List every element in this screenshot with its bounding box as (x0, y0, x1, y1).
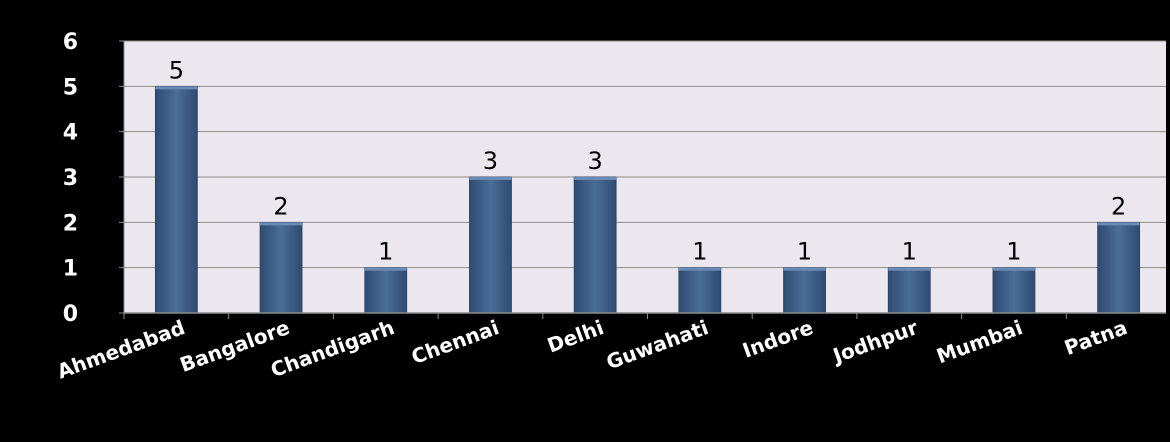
y-tick-label: 3 (63, 166, 78, 191)
bar (469, 176, 512, 314)
y-tick-label: 2 (63, 211, 78, 236)
bar-top-highlight (469, 177, 512, 180)
bar (573, 176, 617, 314)
bar (154, 85, 198, 314)
bar-top-highlight (783, 267, 826, 271)
bar-top-highlight (1097, 222, 1140, 226)
y-tick-label: 1 (63, 257, 78, 282)
data-label: 1 (902, 238, 917, 266)
x-category-label: Guwahati (603, 315, 712, 374)
bar-top-highlight (364, 267, 407, 271)
data-label: 1 (692, 238, 707, 266)
data-label: 2 (1111, 192, 1126, 220)
y-tick-label: 6 (63, 30, 78, 55)
bars (154, 85, 1141, 314)
x-category-label: Mumbai (933, 315, 1025, 368)
y-tick-label: 0 (63, 302, 78, 327)
data-label: 2 (273, 192, 288, 220)
bar (364, 267, 408, 314)
data-labels: 5 2 1 3 3 1 1 1 1 2 (169, 56, 1127, 265)
data-label: 3 (483, 147, 498, 175)
bar-top-highlight (155, 86, 198, 90)
data-label: 5 (169, 56, 184, 84)
bar (259, 221, 303, 314)
y-axis-ticks: 0 1 2 3 4 5 6 (63, 30, 125, 327)
bar-top-highlight (888, 267, 931, 271)
x-axis (123, 312, 1166, 319)
y-tick-label: 5 (63, 75, 78, 100)
bar-top-highlight (992, 267, 1035, 271)
bar (1097, 221, 1141, 314)
data-label: 3 (588, 147, 603, 175)
x-category-label: Jodhpur (828, 315, 921, 368)
data-label: 1 (378, 238, 393, 266)
bar (783, 267, 826, 314)
x-category-label: Indore (739, 315, 816, 363)
x-category-label: Delhi (544, 315, 607, 357)
bar-top-highlight (260, 222, 303, 226)
bar-top-highlight (574, 177, 617, 180)
bar (992, 267, 1036, 314)
x-category-label: Patna (1061, 315, 1130, 360)
bar (678, 267, 722, 314)
bar-top-highlight (678, 267, 721, 271)
x-category-label: Chennai (408, 315, 502, 369)
data-label: 1 (797, 238, 812, 266)
y-tick-label: 4 (63, 121, 78, 146)
data-label: 1 (1006, 238, 1021, 266)
bar (887, 267, 931, 314)
